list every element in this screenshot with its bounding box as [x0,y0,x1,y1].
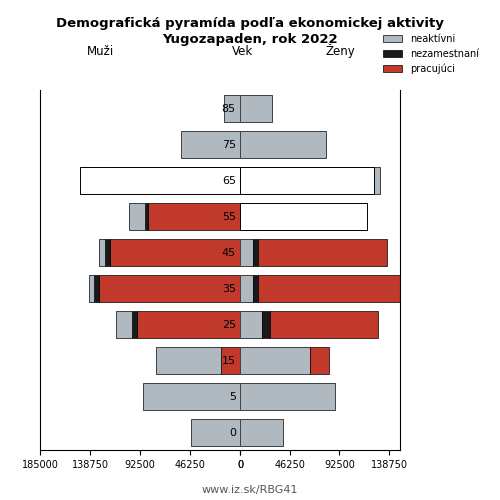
Bar [105,238,110,266]
Bar [258,238,388,266]
Text: Demografická pyramída podľa ekonomickej aktivity: Demografická pyramída podľa ekonomickej … [56,18,444,30]
Bar [110,238,240,266]
Bar [258,274,404,301]
Bar [192,418,240,446]
Bar [220,346,240,374]
Text: www.iz.sk/RBG41: www.iz.sk/RBG41 [202,484,298,494]
Bar [240,310,262,338]
Bar [253,274,258,301]
Bar [116,310,132,338]
Bar [224,94,240,122]
Bar [145,202,148,230]
Bar [262,310,270,338]
Bar [240,238,253,266]
Legend: neaktívni, nezamestnaní, pracujúci: neaktívni, nezamestnaní, pracujúci [379,30,483,78]
Bar [240,130,326,158]
Bar [240,346,310,374]
Text: Vek: Vek [232,45,253,58]
Bar [132,310,138,338]
Bar [240,202,364,230]
Bar [88,274,94,301]
Bar [94,274,100,301]
Bar [80,166,240,194]
Bar [240,418,283,446]
Bar [100,274,240,301]
Bar [270,310,378,338]
Bar [142,382,240,409]
Bar [253,238,258,266]
Bar [240,166,380,194]
Bar [128,202,145,230]
Bar [240,382,334,409]
Bar [240,94,272,122]
Text: Ženy: Ženy [325,44,355,58]
Bar [240,274,253,301]
Bar [156,346,220,374]
Bar [240,166,374,194]
Text: Yugozapaden, rok 2022: Yugozapaden, rok 2022 [162,32,338,46]
Bar [148,202,240,230]
Bar [240,202,367,230]
Text: Muži: Muži [86,45,114,58]
Bar [180,130,240,158]
Bar [310,346,330,374]
Bar [138,310,240,338]
Bar [116,166,240,194]
Bar [100,238,105,266]
